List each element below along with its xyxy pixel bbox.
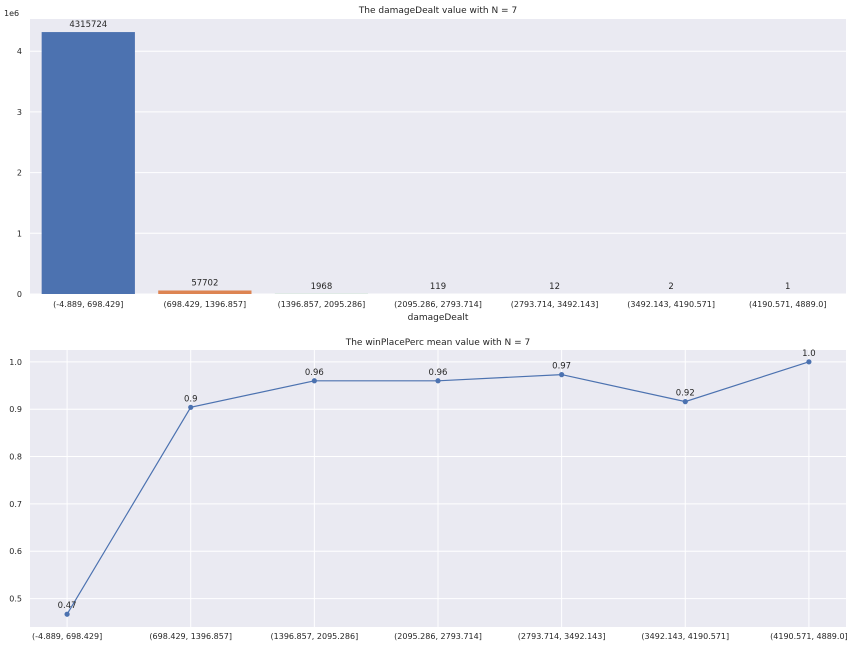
bar-chart-x-tick-label: (2793.714, 3492.143] [511,300,599,309]
line-chart-x-tick-label: (1396.857, 2095.286] [271,632,359,641]
bar-chart-x-tick-labels: (-4.889, 698.429] (698.429, 1396.857] (139… [53,300,826,309]
data-point [435,378,441,384]
bar-chart-x-tick-label: (1396.857, 2095.286] [278,300,366,309]
bar-data-label: 12 [549,282,560,292]
line-chart-x-tick-label: (4190.571, 4889.0] [770,632,848,641]
bar-chart-y-offset-label: 1e6 [4,9,19,18]
line-chart-y-tick-labels: 0.5 0.6 0.7 0.8 0.9 1.0 [9,358,22,604]
data-point [682,399,688,405]
bar-chart-y-tick-label: 0 [17,290,22,299]
line-chart-x-tick-label: (2095.286, 2793.714] [394,632,482,641]
line-chart-x-tick-label: (698.429, 1396.857] [149,632,232,641]
data-point [559,372,565,378]
bar [41,32,135,295]
point-data-label: 1.0 [802,349,816,359]
bar-chart-data-labels: 4315724 57702 1968 119 12 2 1 [69,20,790,292]
line-chart-series [64,359,812,617]
line-chart-title: The winPlacePerc mean value with N = 7 [345,338,531,348]
line-chart-data-labels: 0.47 0.9 0.96 0.96 0.97 0.92 1.0 [58,349,816,611]
point-data-label: 0.96 [305,368,324,378]
line-chart-x-tick-label: (3492.143, 4190.571] [641,632,729,641]
data-point [806,359,812,365]
bar-data-label: 57702 [191,278,218,288]
bar-chart-title: The damageDealt value with N = 7 [358,6,517,16]
data-point [188,404,194,410]
bar-chart-y-tick-label: 3 [17,108,22,117]
point-data-label: 0.97 [552,362,571,372]
line-chart-y-tick-label: 0.8 [9,453,22,462]
bar-chart-x-tick-label: (698.429, 1396.857] [164,300,247,309]
point-data-label: 0.92 [676,389,695,399]
line-chart: The winPlacePerc mean value with N = 7 0… [9,338,847,641]
line-chart-y-tick-label: 0.6 [9,547,22,556]
bar-chart-x-tick-label: (4190.571, 4889.0] [749,300,827,309]
bar-data-label: 2 [668,282,673,292]
data-point [311,378,317,384]
bar-chart-x-tick-label: (3492.143, 4190.571] [627,300,715,309]
bar-chart-y-tick-label: 1 [17,229,22,238]
data-point [64,611,70,617]
bar-data-label: 1 [785,282,790,292]
line-chart-x-tick-labels: (-4.889, 698.429] (698.429, 1396.857] (139… [32,632,848,641]
line-chart-gridlines [30,350,846,627]
line-chart-y-tick-label: 0.7 [9,500,22,509]
bar [158,290,252,294]
point-data-label: 0.47 [58,601,77,611]
line-chart-y-tick-label: 0.5 [9,595,22,604]
bar-data-label: 4315724 [69,20,107,30]
point-data-label: 0.96 [429,368,448,378]
bar-chart-y-tick-label: 2 [17,169,22,178]
bar-chart-x-tick-label: (2095.286, 2793.714] [394,300,482,309]
bar-data-label: 119 [430,282,446,292]
bar-data-label: 1968 [311,282,333,292]
bar-chart-x-axis-label: damageDealt [408,313,469,323]
point-data-label: 0.9 [184,394,198,404]
bar-chart: The damageDealt value with N = 7 4315724… [4,6,846,323]
bar-chart-x-tick-label: (-4.889, 698.429] [53,300,123,309]
line-chart-y-tick-label: 0.9 [9,405,22,414]
bar-chart-bars [41,32,835,295]
bar-chart-plot-area [30,19,846,294]
line-chart-x-tick-label: (-4.889, 698.429] [32,632,102,641]
line-chart-y-tick-label: 1.0 [9,358,22,367]
line-chart-x-tick-label: (2793.714, 3492.143] [518,632,606,641]
bar-chart-y-tick-labels: 0 1 2 3 4 [17,47,22,299]
bar-chart-y-tick-label: 4 [17,47,22,56]
